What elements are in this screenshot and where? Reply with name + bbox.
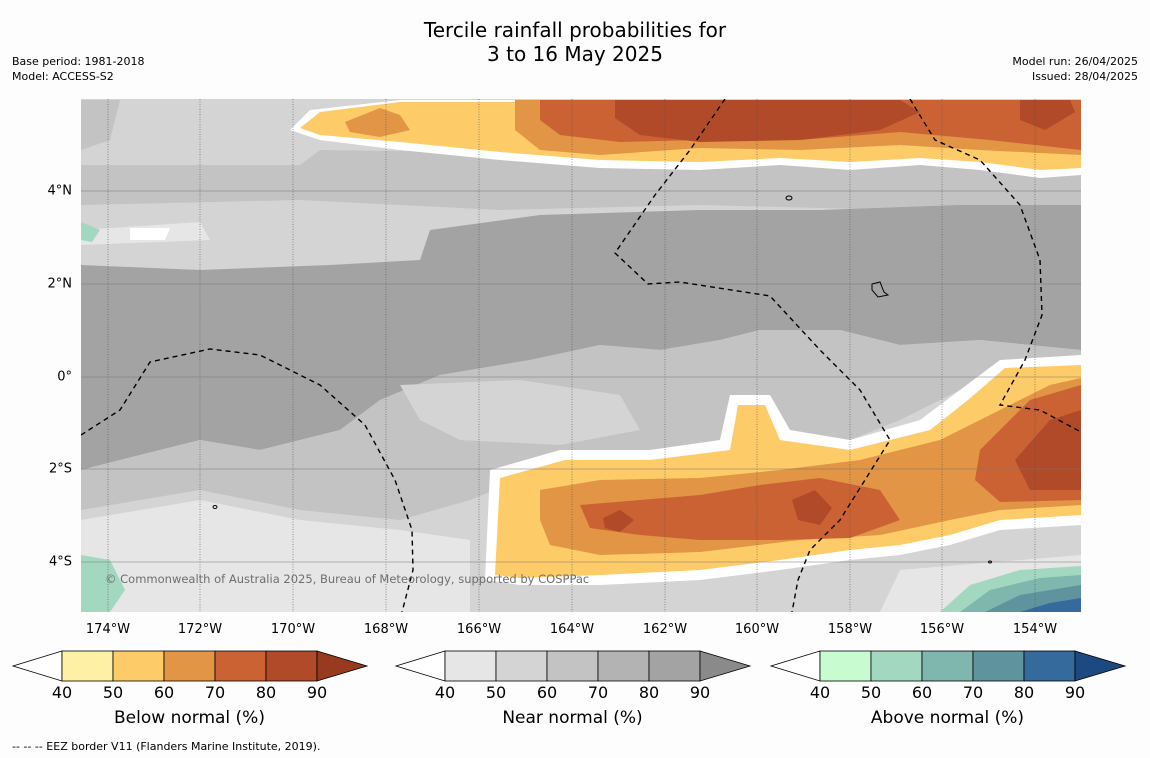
colorbar-low-triangle	[770, 650, 821, 682]
field-above-80-se	[1020, 598, 1081, 612]
colorbar-segment	[163, 650, 216, 682]
latitude-tick-label: 2°N	[47, 276, 73, 292]
longitude-tick-label: 164°W	[549, 622, 595, 637]
title-line-2: 3 to 16 May 2025	[487, 42, 663, 66]
meta-left: Base period: 1981-2018 Model: ACCESS-S2	[12, 54, 144, 84]
field-below-80-se	[1015, 410, 1081, 490]
colorbar-segment	[214, 650, 267, 682]
longitude-tick-label: 174°W	[85, 622, 131, 637]
eez-borders	[81, 99, 1081, 612]
model-run-text: Model run: 26/04/2025	[1012, 55, 1138, 68]
probability-field	[81, 99, 1081, 612]
field-below-60-nw	[345, 108, 410, 137]
longitude-tick-label: 162°W	[642, 622, 688, 637]
colorbar-segment	[61, 650, 114, 682]
colorbar-segment	[1023, 650, 1076, 682]
issued-text: Issued: 28/04/2025	[1031, 70, 1138, 83]
meridian-lines	[107, 99, 1036, 612]
colorbar-tick-label: 40	[809, 683, 831, 702]
colorbar-segment	[444, 650, 497, 682]
field-near-70-nw	[81, 100, 120, 150]
colorbar-tick-label: 60	[536, 683, 558, 702]
colorbar-segment	[819, 650, 872, 682]
colorbar-3	[770, 650, 1127, 682]
colorbar-tick-label: 90	[689, 683, 711, 702]
field-below-80-ne	[1020, 100, 1075, 130]
colorbar-tick-label: 50	[102, 683, 124, 702]
field-below-80-south-west	[603, 510, 634, 532]
field-above-50-west	[81, 222, 100, 242]
title-line-1: Tercile rainfall probabilities for	[423, 18, 727, 42]
colorbar-segment	[495, 650, 548, 682]
colorbar-tick-label: 80	[255, 683, 277, 702]
meta-right: Model run: 26/04/2025 Issued: 28/04/2025	[1012, 54, 1138, 84]
field-near-80	[81, 205, 1081, 470]
colorbar-segment	[265, 650, 318, 682]
colorbar-segment	[972, 650, 1025, 682]
latitude-tick-label: 0°	[57, 369, 72, 385]
colorbar-high-triangle	[1074, 650, 1127, 682]
colorbar-high-triangle	[316, 650, 369, 682]
colorbar-tick-label: 90	[306, 683, 328, 702]
colorbar-low-triangle	[12, 650, 63, 682]
colorbar-tick-label: 70	[962, 683, 984, 702]
colorbar-segment	[112, 650, 165, 682]
field-below-80-north	[615, 100, 920, 142]
map-title: Tercile rainfall probabilities for 3 to …	[0, 18, 1150, 66]
colorbar-segment	[546, 650, 599, 682]
model-text: Model: ACCESS-S2	[12, 70, 114, 83]
islands	[212, 195, 992, 564]
longitude-tick-label: 172°W	[177, 622, 223, 637]
colorbar-tick-label: 40	[51, 683, 73, 702]
longitude-tick-label: 170°W	[270, 622, 316, 637]
colorbar-1	[12, 650, 369, 682]
longitude-tick-label: 166°W	[456, 622, 502, 637]
colorbar-segment	[921, 650, 974, 682]
colorbar-title: Below normal (%)	[114, 708, 265, 728]
colorbar-tick-label: 80	[1013, 683, 1035, 702]
colorbar-tick-label: 50	[860, 683, 882, 702]
colorbar-title: Near normal (%)	[502, 708, 643, 728]
colorbar-tick-label: 50	[485, 683, 507, 702]
colorbar-tick-label: 80	[638, 683, 660, 702]
colorbar-tick-label: 90	[1064, 683, 1086, 702]
copyright-text: © Commonwealth of Australia 2025, Bureau…	[105, 572, 590, 586]
colorbar-segment	[648, 650, 701, 682]
longitude-tick-label: 160°W	[734, 622, 780, 637]
longitude-tick-label: 158°W	[827, 622, 873, 637]
colorbar-tick-label: 60	[911, 683, 933, 702]
latitude-tick-label: 2°S	[48, 461, 72, 477]
base-period-text: Base period: 1981-2018	[12, 55, 145, 68]
field-below-80-south	[792, 490, 832, 525]
colorbar-segment	[870, 650, 923, 682]
longitude-tick-label: 168°W	[363, 622, 409, 637]
colorbar-high-triangle	[699, 650, 752, 682]
field-near-50-sw	[81, 500, 470, 612]
colorbar-tick-label: 60	[153, 683, 175, 702]
colorbar-tick-label: 40	[434, 683, 456, 702]
colorbar-2	[395, 650, 752, 682]
longitude-tick-label: 156°W	[919, 622, 965, 637]
latitude-tick-label: 4°N	[47, 183, 73, 199]
eez-footnote: -- -- -- EEZ border V11 (Flanders Marine…	[12, 740, 321, 753]
colorbar-low-triangle	[395, 650, 446, 682]
longitude-tick-label: 154°W	[1012, 622, 1058, 637]
field-near-60-pocket	[400, 380, 640, 445]
colorbar-tick-label: 70	[587, 683, 609, 702]
latitude-tick-label: 4°S	[48, 554, 72, 570]
colorbar-tick-label: 70	[204, 683, 226, 702]
field-above-50-sw	[81, 555, 125, 612]
colorbar-title: Above normal (%)	[870, 708, 1025, 728]
parallel-lines	[81, 190, 1081, 563]
field-white-patch	[130, 228, 170, 240]
colorbar-segment	[597, 650, 650, 682]
